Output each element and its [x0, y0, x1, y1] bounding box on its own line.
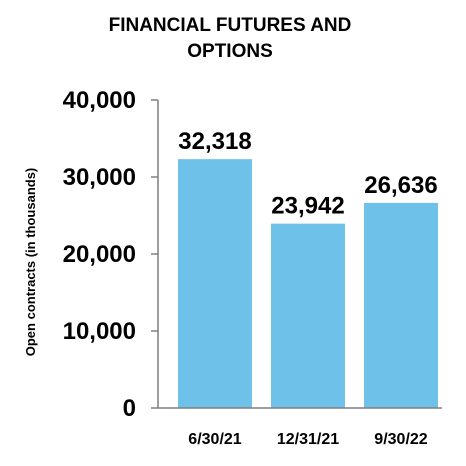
y-tick-label: 40,000	[63, 87, 136, 114]
bar	[271, 223, 345, 408]
bar-value-label: 32,318	[178, 128, 251, 155]
y-tick-label: 0	[123, 395, 136, 422]
chart-title: FINANCIAL FUTURES AND OPTIONS	[40, 13, 420, 65]
bar-value-label: 23,942	[271, 193, 344, 220]
data-labels: 32,318 23,942 26,636	[178, 128, 437, 219]
x-tick-label: 9/30/22	[374, 431, 427, 448]
bars	[178, 159, 438, 408]
y-tick-label: 10,000	[63, 318, 136, 345]
x-tick-labels: 6/30/21 12/31/21 9/30/22	[188, 431, 427, 448]
y-tick-label: 20,000	[63, 241, 136, 268]
bar	[178, 159, 252, 408]
x-tick-label: 6/30/21	[188, 431, 241, 448]
x-tick-label: 12/31/21	[277, 431, 339, 448]
chart-title-line-2: OPTIONS	[187, 41, 273, 62]
y-tick-label: 30,000	[63, 164, 136, 191]
y-tick-marks	[151, 99, 158, 409]
bar	[364, 202, 438, 408]
y-axis-title: Open contracts (in thousands)	[23, 168, 38, 357]
chart-title-line-1: FINANCIAL FUTURES AND	[108, 15, 352, 36]
y-tick-labels: 0 10,000 20,000 30,000 40,000	[63, 87, 136, 422]
bar-value-label: 26,636	[364, 172, 437, 199]
